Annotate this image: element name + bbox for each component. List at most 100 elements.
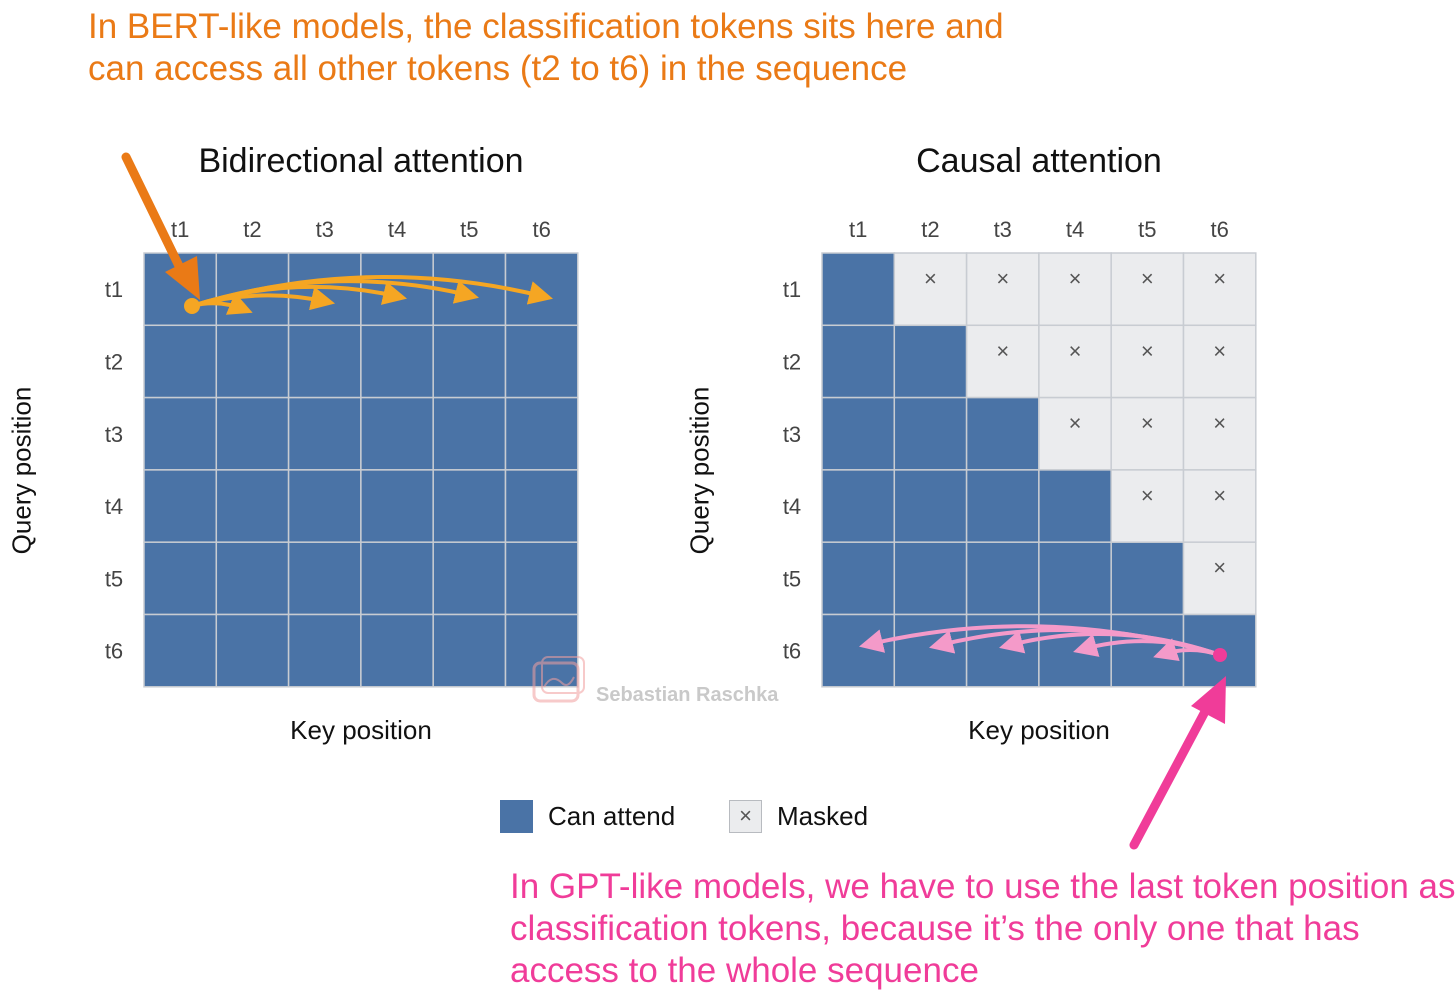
causal-cell-t4-t4 (1038, 469, 1112, 543)
bidirectional-cell-t2-t4 (360, 324, 434, 399)
masked-x-icon: × (1069, 266, 1082, 291)
bidirectional-row-label-t6: t6 (105, 639, 123, 664)
bidirectional-cell-t4-t2 (215, 469, 290, 543)
bidirectional-cell-t6-t1 (143, 613, 218, 688)
masked-swatch-x-icon: × (739, 803, 752, 828)
causal-col-label-t2: t2 (921, 217, 939, 242)
masked-x-icon: × (1213, 266, 1226, 291)
bidirectional-cell-t3-t4 (360, 396, 434, 471)
causal-cell-t4-t2 (893, 469, 968, 543)
bidirectional-cell-t5-t2 (215, 541, 290, 616)
masked-x-icon: × (1141, 338, 1154, 363)
causal-xlabel: Key position (968, 715, 1110, 745)
bidirectional-row-label-t1: t1 (105, 277, 123, 302)
bidirectional-cell-t3-t1 (143, 396, 218, 471)
bidirectional-cell-t5-t6 (504, 541, 579, 616)
causal-cell-t2-t2 (893, 324, 968, 399)
can-attend-label: Can attend (548, 800, 676, 831)
bidirectional-cell-t6-t2 (215, 613, 290, 688)
masked-x-icon: × (1213, 483, 1226, 508)
causal-cell-t4-t6 (1182, 469, 1257, 543)
bidirectional-cell-t2-t3 (287, 324, 362, 399)
bidirectional-cell-t2-t2 (215, 324, 290, 399)
bidirectional-cell-t3-t6 (504, 396, 579, 471)
masked-x-icon: × (1141, 483, 1154, 508)
watermark-logo-icon (532, 656, 585, 703)
legend-masked: × Masked (729, 799, 868, 833)
legend-can-attend: Can attend (500, 799, 675, 833)
bert-annotation: In BERT-like models, the classification … (88, 7, 1004, 88)
masked-x-icon: × (1141, 266, 1154, 291)
causal-row-label-t4: t4 (783, 494, 801, 519)
orange-arc-to-t6 (191, 275, 553, 308)
bidirectional-col-label-t5: t5 (460, 217, 478, 242)
causal-cell-t4-t3 (965, 469, 1040, 543)
bidirectional-grid (143, 252, 579, 688)
causal-cell-t4-t1 (821, 469, 896, 543)
bidirectional-cell-t5-t5 (432, 541, 507, 616)
causal-cell-t3-t1 (821, 396, 896, 471)
causal-col-label-t3: t3 (994, 217, 1012, 242)
causal-cell-t6-t1 (821, 613, 896, 688)
causal-cell-t5-t2 (893, 541, 968, 616)
bidirectional-row-label-t4: t4 (105, 494, 123, 519)
bidirectional-cell-t4-t4 (360, 469, 434, 543)
causal-cell-t5-t5 (1110, 541, 1185, 616)
causal-cell-t5-t4 (1038, 541, 1112, 616)
causal-cell-t5-t1 (821, 541, 896, 616)
bidirectional-cell-t4-t3 (287, 469, 362, 543)
gpt-annotation: In GPT-like models, we have to use the l… (510, 867, 1456, 990)
masked-x-icon: × (1141, 411, 1154, 436)
causal-col-label-t1: t1 (849, 217, 867, 242)
causal-col-label-t6: t6 (1210, 217, 1228, 242)
causal-cell-t6-t2 (893, 613, 968, 688)
masked-x-icon: × (996, 338, 1009, 363)
bidirectional-cell-t3-t2 (215, 396, 290, 471)
masked-x-icon: × (1213, 338, 1226, 363)
causal-row-label-t5: t5 (783, 566, 801, 591)
causal-arcs (858, 624, 1227, 662)
bert-cls-token-dot (184, 298, 200, 314)
can-attend-swatch (500, 799, 533, 833)
pink-pointer-arrow (1129, 676, 1226, 850)
watermark: Sebastian Raschka (530, 652, 778, 708)
bidirectional-cell-t5-t1 (143, 541, 218, 616)
causal-title: Causal attention (916, 142, 1162, 180)
causal-cell-t1-t3 (965, 252, 1040, 327)
bidirectional-row-label-t3: t3 (105, 422, 123, 447)
causal-cell-t3-t2 (893, 396, 968, 471)
masked-x-icon: × (1069, 338, 1082, 363)
causal-row-label-t3: t3 (783, 422, 801, 447)
bidirectional-cell-t2-t5 (432, 324, 507, 399)
token-tick-labels: t1 t1 t2 t2 t3 t3 t4 t4 t5 t5 t6 t6 t1 t1 t2 t2 t3 t3 t4 t4… (105, 217, 1229, 664)
causal-cell-t1-t1 (821, 252, 896, 327)
causal-col-label-t4: t4 (1066, 217, 1084, 242)
causal-row-label-t2: t2 (783, 349, 801, 374)
bidirectional-col-label-t6: t6 (532, 217, 550, 242)
causal-cell-t2-t1 (821, 324, 896, 399)
causal-cell-t2-t4 (1038, 324, 1112, 399)
causal-cell-t3-t6 (1182, 396, 1257, 471)
bidirectional-cell-t6-t4 (360, 613, 434, 688)
bidirectional-cell-t5-t4 (360, 541, 434, 616)
bidirectional-cell-t6-t3 (287, 613, 362, 688)
bidirectional-cell-t1-t4 (360, 252, 434, 327)
masked-x-icon: × (1069, 411, 1082, 436)
bidirectional-arcs (184, 275, 553, 315)
causal-cell-t1-t4 (1038, 252, 1112, 327)
bidirectional-cell-t3-t5 (432, 396, 507, 471)
masked-x-icon: × (1213, 555, 1226, 580)
masked-swatch: × (729, 799, 762, 833)
bidirectional-xlabel: Key position (290, 715, 432, 745)
causal-row-label-t1: t1 (783, 277, 801, 302)
bidirectional-row-label-t5: t5 (105, 566, 123, 591)
masked-label: Masked (777, 800, 869, 831)
bidirectional-cell-t5-t3 (287, 541, 362, 616)
causal-cell-t5-t6 (1182, 541, 1257, 616)
bidirectional-cell-t3-t3 (287, 396, 362, 471)
bidirectional-cell-t6-t5 (432, 613, 507, 688)
bidirectional-cell-t4-t1 (143, 469, 218, 543)
watermark-text: Sebastian Raschka (596, 683, 779, 706)
masked-x-icon: × (1213, 411, 1226, 436)
causal-cell-t3-t3 (965, 396, 1040, 471)
